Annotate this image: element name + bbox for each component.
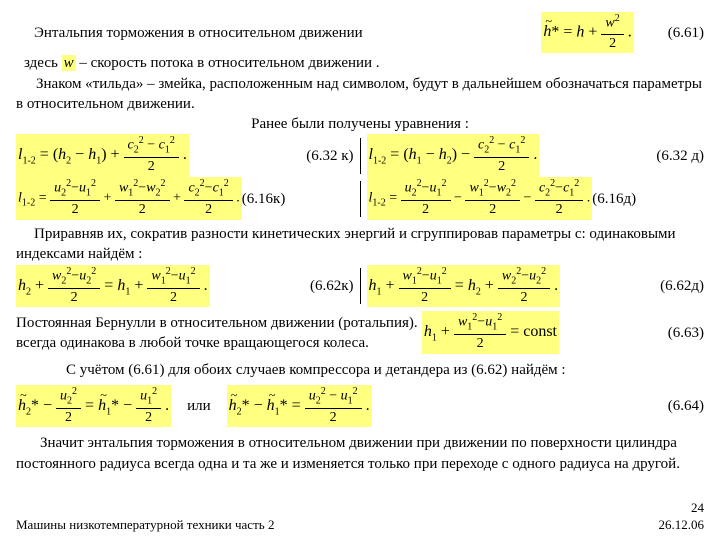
eq-662k: h2 + w22−u222 = h1 + w12−u122 . [16,265,210,308]
eq-632d: l1-2 = (h1 − h2) − c22 − c122 . [367,134,540,177]
title-text: Энтальпия торможения в относительном дви… [16,23,363,43]
eqnum-632d: (6.32 д) [656,146,704,166]
eq-6-61: h* = h + w22 . [541,12,633,53]
para-3: Ранее были получены уравнения : [16,114,704,134]
para-4: Приравняв их, сократив разности кинетиче… [16,224,704,265]
eq-616k: l1-2 = u22−u122 + w12−w222 + c22−c122 . [16,177,242,220]
para-5: Постоянная Бернулли в относительном движ… [16,313,422,354]
eq-662d: h1 + w12−u122 = h2 + w22−u222 . [367,265,561,308]
sym-w: w [62,55,76,71]
separator3 [360,268,361,304]
row-664: h2* − u222 = h1* − u122 . или h2* − h1* … [16,385,704,428]
row-632: l1-2 = (h2 − h1) + c22 − c122 . (6.32 к)… [16,134,704,177]
title-row: Энтальпия торможения в относительном дви… [16,12,704,53]
para-7: Значит энтальпия торможения в относитель… [16,433,704,474]
row-662: h2 + w22−u222 = h1 + w12−u122 . (6.62к) … [16,265,704,308]
para-2: Знаком «тильда» – змейка, расположенным … [16,74,704,115]
eq-664a: h2* − u222 = h1* − u122 . [16,385,171,428]
eqnum-663: (6.63) [668,323,704,343]
eqnum-6-61: (6.61) [668,23,704,43]
eq-616d: l1-2 = u22−u122 − w12−w222 − c22−c122 . [367,177,593,220]
separator [360,138,361,174]
eqnum-616d: (6.16д) [592,189,636,209]
para-6: С учётом (6.61) для обоих случаев компре… [16,360,704,380]
eqnum-664: (6.64) [668,396,704,416]
footer-right: 24 26.12.06 [659,499,705,534]
eq-663: h1 + w12−u122 = const [422,311,559,354]
eqnum-662k: (6.62к) [310,276,354,296]
eqnum-616k: (6.16к) [242,189,286,209]
eqnum-662d: (6.62д) [660,276,704,296]
row-663: Постоянная Бернулли в относительном движ… [16,311,704,354]
eq-664b: h2* − h1* = u22 − u122 . [227,385,372,428]
para-1: здесь w – скорость потока в относительно… [16,53,704,73]
footer-left: Машины низкотемпературной техники часть … [16,516,274,534]
separator2 [360,181,361,217]
date: 26.12.06 [659,517,705,532]
p1b: – скорость потока в относительном движен… [79,55,379,71]
eqnum-632k: (6.32 к) [306,146,353,166]
row-616: l1-2 = u22−u122 + w12−w222 + c22−c122 . … [16,177,704,220]
p1a: здесь [24,55,58,71]
or-text: или [187,396,211,416]
eq-632k: l1-2 = (h2 − h1) + c22 − c122 . [16,134,189,177]
page-num: 24 [691,500,704,515]
